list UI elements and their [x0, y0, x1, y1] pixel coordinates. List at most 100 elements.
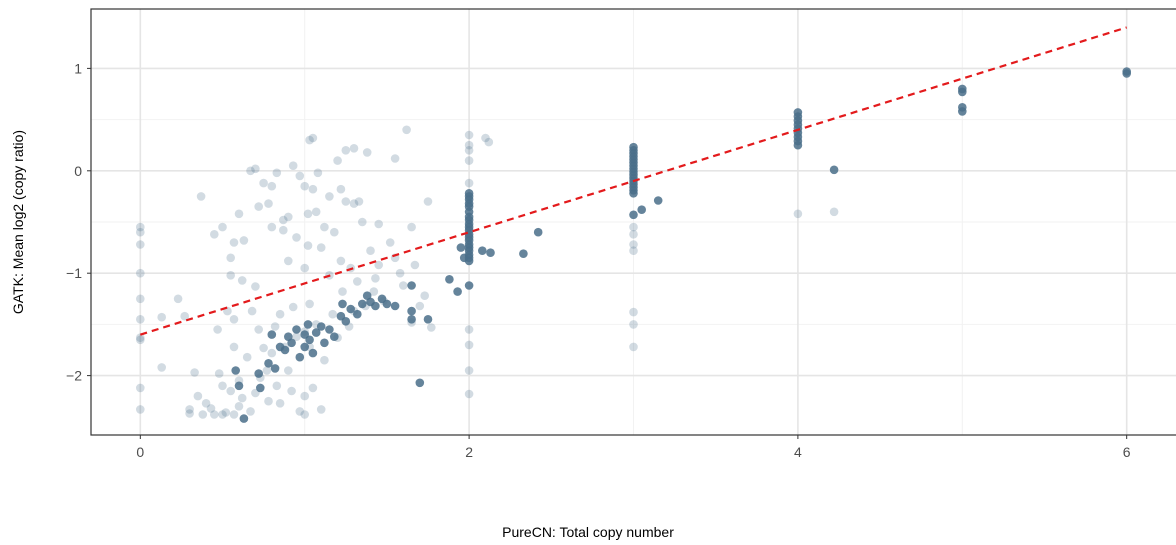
data-point — [341, 146, 351, 155]
data-point — [218, 381, 227, 391]
data-point — [229, 315, 239, 324]
data-point — [328, 309, 338, 319]
data-point — [239, 236, 249, 245]
data-point — [374, 219, 384, 229]
data-point — [284, 366, 293, 375]
data-point — [346, 304, 356, 314]
y-axis-label: GATK: Mean log2 (copy ratio) — [10, 129, 26, 315]
data-point — [629, 210, 638, 220]
y-tick-label: −1 — [66, 265, 82, 281]
data-point — [486, 248, 495, 257]
grid-lines — [91, 9, 1176, 435]
data-point — [637, 205, 646, 214]
data-point — [349, 199, 359, 208]
data-point — [407, 222, 416, 232]
data-point — [246, 407, 255, 416]
data-point — [354, 197, 364, 206]
data-point — [481, 133, 490, 143]
data-point — [629, 230, 638, 239]
data-point — [341, 317, 351, 326]
data-point — [255, 383, 265, 393]
data-point — [308, 348, 318, 358]
data-point — [519, 249, 528, 258]
data-point — [484, 137, 494, 147]
data-point — [246, 166, 255, 176]
data-point — [259, 343, 268, 353]
regression-line — [139, 26, 1128, 336]
data-point — [292, 332, 301, 342]
data-point — [279, 225, 288, 235]
data-point — [336, 256, 346, 266]
data-point — [270, 364, 280, 373]
data-point — [303, 241, 313, 250]
data-point — [453, 287, 462, 296]
data-point — [272, 381, 282, 391]
data-point — [136, 383, 145, 393]
data-point — [353, 309, 362, 319]
data-point — [464, 130, 474, 140]
data-point — [371, 301, 380, 311]
data-point — [358, 217, 367, 227]
data-point — [254, 202, 263, 211]
data-point — [325, 192, 334, 201]
x-axis-label: PureCN: Total copy number — [502, 524, 674, 540]
data-point — [1122, 69, 1131, 78]
data-point — [226, 271, 235, 280]
data-point — [287, 338, 296, 348]
data-point — [308, 184, 318, 194]
data-point — [533, 227, 543, 237]
data-point — [284, 256, 293, 266]
data-point — [157, 312, 166, 322]
data-point — [136, 268, 145, 278]
data-point — [136, 294, 145, 304]
axis-ticks: 0 2 4 6 −2 −1 0 1 — [66, 60, 1131, 460]
data-point — [193, 391, 203, 401]
x-tick-label: 6 — [1123, 444, 1131, 460]
y-tick-label: −2 — [66, 368, 82, 384]
data-point — [136, 405, 145, 414]
data-point — [262, 366, 272, 375]
data-point — [218, 222, 227, 232]
data-point — [338, 299, 347, 309]
data-point — [311, 328, 321, 337]
data-point — [402, 125, 411, 135]
data-point — [445, 275, 454, 284]
data-point — [185, 405, 194, 414]
data-point — [229, 410, 239, 419]
data-point — [313, 168, 323, 178]
data-point — [464, 281, 474, 290]
y-tick-label: 1 — [74, 60, 82, 76]
data-point — [173, 294, 183, 304]
data-point — [316, 405, 326, 414]
data-point — [214, 369, 224, 378]
data-point — [308, 383, 318, 393]
data-point — [336, 184, 346, 194]
data-point — [247, 306, 257, 316]
data-point — [136, 240, 145, 249]
data-point — [157, 363, 166, 372]
data-point — [267, 330, 277, 339]
data-point — [320, 338, 329, 348]
data-point — [629, 189, 638, 198]
data-point — [423, 197, 433, 206]
data-point — [295, 352, 305, 362]
data-point — [201, 399, 211, 408]
data-point — [259, 178, 268, 188]
data-point — [415, 378, 425, 388]
data-point — [234, 209, 244, 219]
data-point — [390, 154, 400, 163]
data-point — [198, 410, 208, 419]
data-point — [415, 301, 425, 311]
data-point — [382, 299, 392, 309]
data-point — [793, 140, 803, 150]
data-point — [629, 240, 638, 249]
data-point — [629, 307, 638, 317]
data-point — [464, 156, 474, 165]
data-point — [226, 253, 235, 263]
data-point — [303, 320, 313, 329]
data-point — [464, 146, 474, 155]
data-point — [478, 246, 487, 255]
data-point — [267, 348, 277, 358]
data-point — [793, 209, 803, 219]
